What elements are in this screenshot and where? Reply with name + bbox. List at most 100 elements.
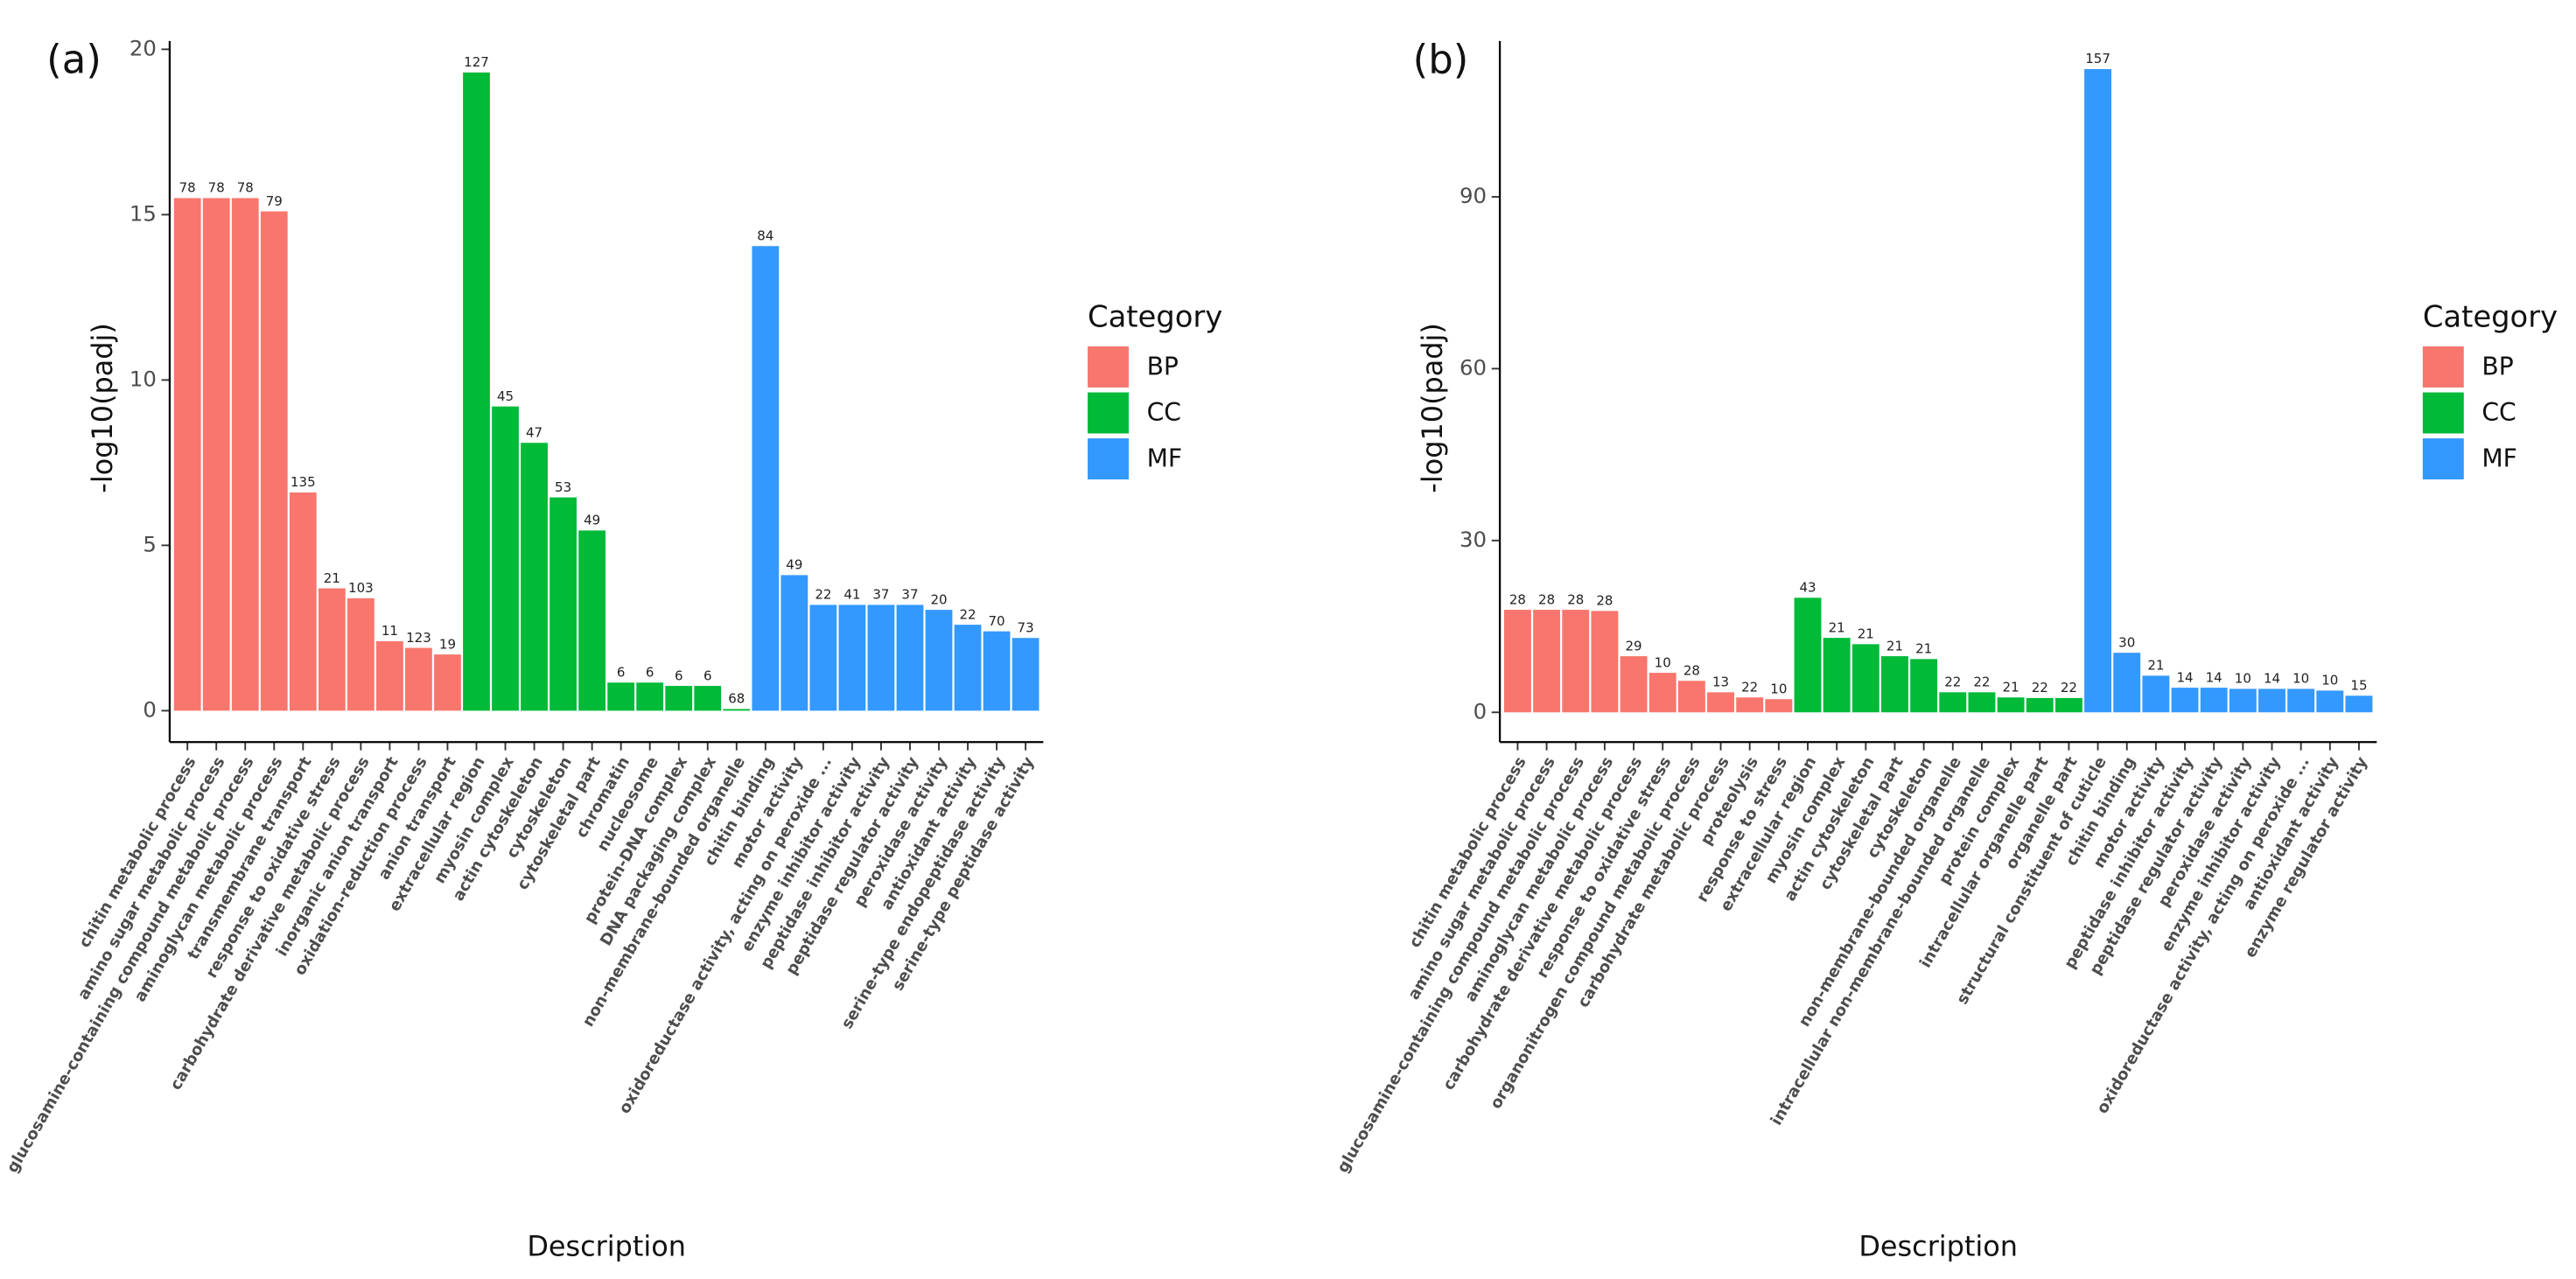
count-label: 49 xyxy=(584,513,600,528)
count-label: 49 xyxy=(786,557,802,573)
count-label: 28 xyxy=(1684,662,1700,678)
legend-label: CC xyxy=(1147,398,1181,427)
legend-label: CC xyxy=(2482,398,2516,427)
legend-key xyxy=(1088,438,1129,480)
legend-title: Category xyxy=(1088,300,1222,334)
count-label: 6 xyxy=(617,664,626,680)
count-label: 21 xyxy=(1829,619,1845,635)
y-axis-title: -log10(padj) xyxy=(86,323,119,493)
bar xyxy=(1677,681,1705,713)
x-axis-title: Description xyxy=(527,1229,686,1262)
bar xyxy=(809,605,837,711)
bar xyxy=(780,575,808,711)
bar xyxy=(752,246,780,711)
bar xyxy=(1736,697,1764,713)
bar xyxy=(550,497,577,711)
count-label: 15 xyxy=(2350,678,2367,694)
count-label: 73 xyxy=(1018,619,1034,635)
bar xyxy=(1823,638,1851,713)
x-axis-title: Description xyxy=(1858,1229,2018,1262)
bar xyxy=(492,406,519,711)
count-label: 10 xyxy=(2321,673,2338,688)
legend-key xyxy=(2422,438,2464,480)
count-label: 41 xyxy=(844,587,860,603)
bar xyxy=(1765,699,1793,713)
count-label: 14 xyxy=(2176,669,2193,685)
count-label: 14 xyxy=(2206,669,2222,685)
bar xyxy=(2345,695,2373,713)
count-label: 22 xyxy=(959,606,976,622)
count-label: 6 xyxy=(646,664,654,680)
bar xyxy=(1503,610,1531,713)
bar xyxy=(925,610,953,711)
count-label: 79 xyxy=(266,193,283,209)
panel-label: (a) xyxy=(46,36,102,82)
y-tick-label: 20 xyxy=(130,35,157,60)
bar xyxy=(2142,675,2170,713)
count-label: 22 xyxy=(2061,680,2077,695)
legend-key xyxy=(2422,392,2464,434)
y-tick-label: 15 xyxy=(130,200,157,226)
bar xyxy=(1012,638,1040,711)
bar xyxy=(405,647,432,711)
bar xyxy=(346,598,374,711)
count-label: 37 xyxy=(901,587,918,603)
bar xyxy=(318,588,346,711)
legend-title: Category xyxy=(2423,300,2558,334)
bar xyxy=(2084,69,2112,713)
bar xyxy=(867,605,895,711)
bar xyxy=(2054,697,2082,713)
legend-key xyxy=(1088,346,1129,388)
bar xyxy=(1707,692,1734,713)
bar xyxy=(723,709,751,711)
count-label: 22 xyxy=(1973,674,1990,690)
count-label: 28 xyxy=(1567,591,1584,607)
count-label: 30 xyxy=(2118,634,2135,650)
count-label: 135 xyxy=(290,474,316,490)
count-label: 127 xyxy=(464,54,489,70)
bar xyxy=(1794,598,1822,713)
bar xyxy=(1852,644,1880,713)
y-tick-label: 0 xyxy=(1474,698,1488,723)
legend-label: BP xyxy=(1147,352,1179,381)
count-label: 21 xyxy=(2003,679,2020,695)
legend-label: MF xyxy=(1147,444,1182,472)
bar xyxy=(1533,610,1561,713)
count-label: 6 xyxy=(704,667,712,683)
count-label: 28 xyxy=(1596,593,1613,609)
count-label: 10 xyxy=(2235,671,2251,687)
count-label: 10 xyxy=(1770,681,1787,696)
legend-key xyxy=(1088,392,1129,434)
bar xyxy=(202,198,230,711)
bar xyxy=(694,686,722,711)
count-label: 19 xyxy=(439,636,456,652)
count-label: 157 xyxy=(2085,51,2110,66)
legend-label: BP xyxy=(2482,352,2513,381)
count-label: 10 xyxy=(1655,654,1671,670)
count-label: 21 xyxy=(1915,641,1932,657)
bar xyxy=(1910,659,1938,713)
bar xyxy=(376,641,403,711)
count-label: 21 xyxy=(1858,626,1874,642)
y-tick-label: 90 xyxy=(1460,183,1487,208)
bar xyxy=(1997,697,2025,713)
bar xyxy=(1562,610,1590,713)
bar xyxy=(2316,690,2344,713)
count-label: 10 xyxy=(2292,671,2309,687)
count-label: 22 xyxy=(1741,679,1758,695)
count-label: 11 xyxy=(382,623,398,639)
bar xyxy=(2113,653,2141,713)
bar xyxy=(521,443,548,711)
count-label: 47 xyxy=(526,424,542,440)
panel-label: (b) xyxy=(1413,36,1469,82)
bar xyxy=(607,682,635,711)
y-axis-title: -log10(padj) xyxy=(1416,323,1449,493)
bar xyxy=(463,72,490,711)
bar xyxy=(260,211,288,711)
bar xyxy=(231,198,259,711)
count-label: 103 xyxy=(348,580,374,596)
bar xyxy=(434,654,461,711)
count-label: 53 xyxy=(555,479,571,495)
count-label: 21 xyxy=(1886,638,1903,653)
